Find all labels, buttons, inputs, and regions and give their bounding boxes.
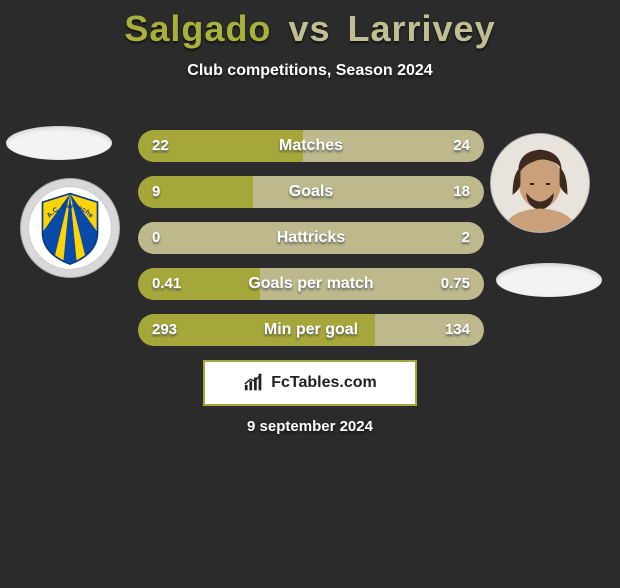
stat-row: 02Hattricks (138, 222, 484, 254)
stat-row: 293134Min per goal (138, 314, 484, 346)
chart-icon (243, 372, 265, 394)
player2-photo (490, 133, 590, 233)
brand-text: FcTables.com (271, 374, 377, 392)
stat-label: Goals per match (138, 268, 484, 300)
stat-label: Matches (138, 130, 484, 162)
player2-name: Larrivey (348, 8, 496, 49)
club-badge-icon: A.C. Barneche (27, 185, 113, 271)
player2-club-ellipse (496, 263, 602, 297)
snapshot-date: 9 september 2024 (0, 418, 620, 435)
player1-club-ellipse (6, 126, 112, 160)
stat-label: Hattricks (138, 222, 484, 254)
season-subtitle: Club competitions, Season 2024 (0, 62, 620, 80)
stat-bars: 2224Matches 918Goals 02Hattricks 0.410.75Go… (138, 130, 484, 360)
brand-box: FcTables.com (203, 360, 417, 406)
stat-label: Goals (138, 176, 484, 208)
vs-text: vs (288, 8, 330, 49)
player1-name: Salgado (124, 8, 271, 49)
player1-club-badge: A.C. Barneche (20, 178, 120, 278)
stat-row: 918Goals (138, 176, 484, 208)
player-photo-icon (491, 134, 589, 232)
stat-row: 0.410.75Goals per match (138, 268, 484, 300)
comparison-title: Salgado vs Larrivey (0, 8, 620, 50)
stat-row: 2224Matches (138, 130, 484, 162)
stat-label: Min per goal (138, 314, 484, 346)
